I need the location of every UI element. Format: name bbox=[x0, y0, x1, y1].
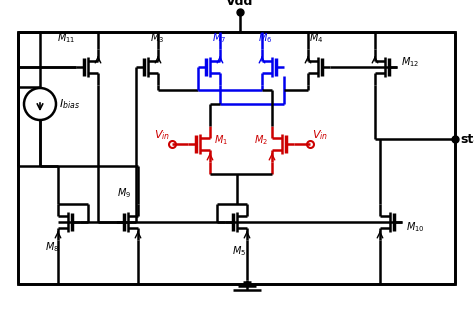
Text: $V_{in}$: $V_{in}$ bbox=[154, 128, 170, 142]
Text: $M_{5}$: $M_{5}$ bbox=[232, 244, 246, 258]
Text: $M_{6}$: $M_{6}$ bbox=[258, 31, 272, 45]
Text: $V_{in}$: $V_{in}$ bbox=[312, 128, 328, 142]
Text: $M_{2}$: $M_{2}$ bbox=[254, 133, 268, 147]
Text: $M_{4}$: $M_{4}$ bbox=[309, 31, 323, 45]
Text: $M_{11}$: $M_{11}$ bbox=[57, 31, 75, 45]
Text: $M_{3}$: $M_{3}$ bbox=[150, 31, 164, 45]
Text: $M_{10}$: $M_{10}$ bbox=[406, 220, 425, 234]
Text: $I_{bias}$: $I_{bias}$ bbox=[59, 97, 80, 111]
Text: stage1: stage1 bbox=[460, 132, 474, 146]
Text: $M_{7}$: $M_{7}$ bbox=[212, 31, 226, 45]
Text: $M_{9}$: $M_{9}$ bbox=[117, 186, 131, 200]
Text: $M_{1}$: $M_{1}$ bbox=[214, 133, 228, 147]
Text: Vdd: Vdd bbox=[226, 0, 254, 8]
Text: $M_{8}$: $M_{8}$ bbox=[45, 240, 59, 254]
Text: $M_{12}$: $M_{12}$ bbox=[401, 55, 419, 69]
